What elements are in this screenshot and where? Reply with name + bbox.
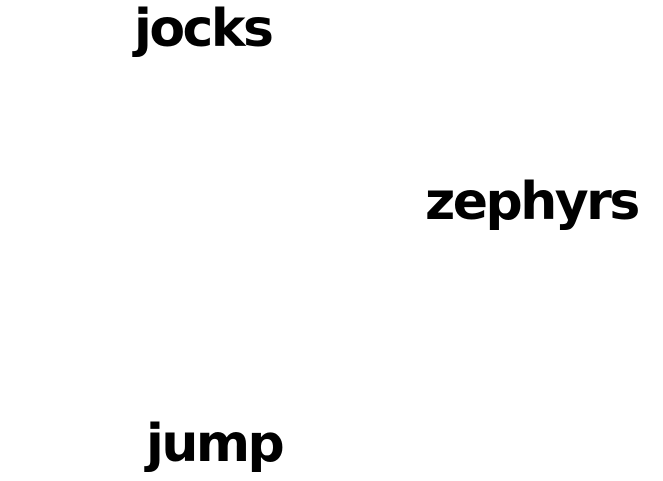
word-jocks: jocks [134, 0, 274, 59]
word-zephyrs: zephyrs [425, 172, 640, 232]
word-jump: jump [146, 414, 285, 474]
